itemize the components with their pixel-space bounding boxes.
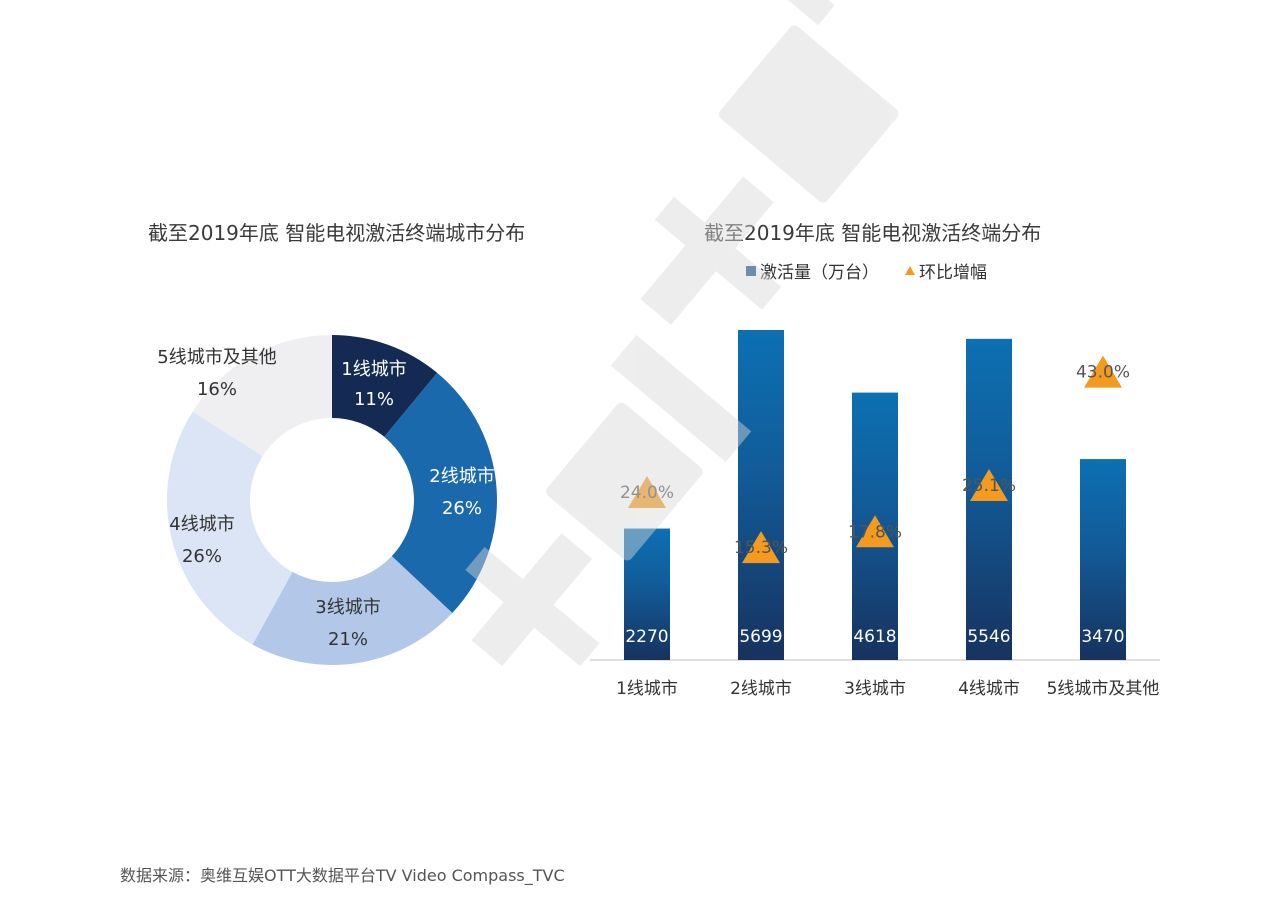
growth-marker: [742, 531, 780, 564]
data-source-note: 数据来源：奥维互娱OTT大数据平台TV Video Compass_TVC: [120, 866, 565, 885]
growth-marker: [1084, 355, 1122, 388]
growth-marker: [970, 469, 1008, 502]
x-tick-label: 4线城市: [958, 679, 1020, 699]
donut-slice-label: 4线城市: [169, 514, 234, 535]
growth-value-label: 24.0%: [620, 483, 674, 503]
donut-slice-percent: 26%: [442, 498, 482, 519]
legend-triangle-icon: [905, 266, 915, 275]
growth-marker: [856, 515, 894, 548]
donut-slice-label: 3线城市: [315, 597, 380, 618]
donut-slice: [384, 372, 497, 613]
donut-slice: [252, 556, 453, 665]
growth-value-label: 15.3%: [734, 538, 788, 558]
donut-slice-percent: 26%: [182, 546, 222, 567]
bar-value-label: 5699: [739, 627, 782, 647]
legend-label-activation: 激活量（万台）: [760, 263, 879, 283]
x-tick-label: 3线城市: [844, 679, 906, 699]
bar: [738, 330, 784, 660]
donut-slice-percent: 11%: [354, 389, 394, 410]
legend-label-growth: 环比增幅: [919, 263, 987, 283]
donut-slice: [167, 411, 293, 645]
bar: [624, 528, 670, 660]
donut-slice-percent: 21%: [328, 629, 368, 650]
pie-chart-title: 截至2019年底 智能电视激活终端城市分布: [148, 221, 526, 245]
bar-value-label: 4618: [853, 627, 896, 647]
x-tick-label: 5线城市及其他: [1047, 679, 1160, 699]
growth-value-label: 43.0%: [1076, 363, 1130, 383]
donut-slice: [192, 335, 332, 457]
bar: [1080, 459, 1126, 660]
growth-marker: [628, 476, 666, 508]
donut-slice-label: 1线城市: [341, 359, 406, 380]
legend-item-activation: 激活量（万台）: [746, 258, 879, 283]
legend-bar-swatch: [746, 265, 756, 276]
bar-value-label: 3470: [1081, 627, 1124, 647]
legend-item-growth: 环比增幅: [905, 258, 987, 283]
x-tick-label: 2线城市: [730, 679, 792, 699]
bar-chart-legend: 激活量（万台） 环比增幅: [746, 258, 987, 283]
donut-slice-label: 5线城市及其他: [157, 347, 276, 368]
growth-value-label: 17.8%: [848, 522, 902, 542]
donut-slice: [332, 335, 438, 437]
x-tick-label: 1线城市: [616, 679, 678, 699]
growth-value-label: 25.1%: [962, 476, 1016, 496]
donut-slice-percent: 16%: [197, 379, 237, 400]
donut-slice-label: 2线城市: [429, 466, 494, 487]
bar-chart-title: 截至2019年底 智能电视激活终端分布: [704, 221, 1042, 245]
bar-value-label: 5546: [967, 627, 1010, 647]
bar-value-label: 2270: [625, 627, 668, 647]
